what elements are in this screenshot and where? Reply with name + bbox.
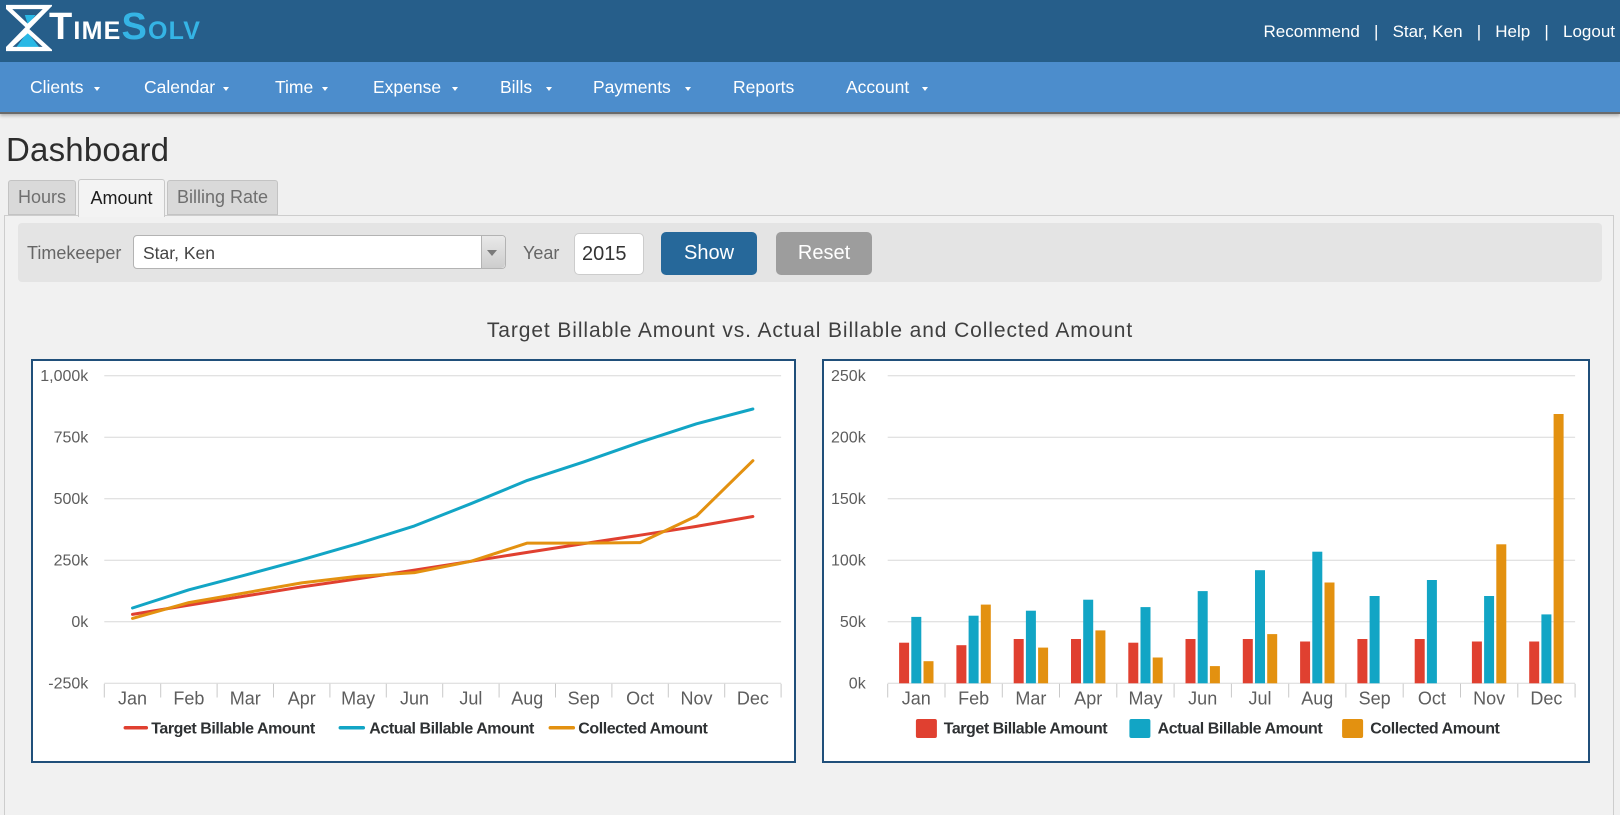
svg-text:Apr: Apr	[1074, 689, 1102, 709]
svg-text:250k: 250k	[831, 368, 867, 385]
svg-text:500k: 500k	[53, 491, 89, 508]
svg-text:0k: 0k	[71, 614, 89, 631]
svg-text:Target Billable Amount: Target Billable Amount	[944, 721, 1109, 738]
svg-text:Jul: Jul	[459, 689, 482, 709]
svg-text:-250k: -250k	[48, 676, 89, 693]
svg-text:Jun: Jun	[400, 689, 429, 709]
svg-text:Apr: Apr	[287, 689, 315, 709]
svg-text:Jul: Jul	[1249, 689, 1272, 709]
svg-text:Jan: Jan	[902, 689, 931, 709]
svg-text:50k: 50k	[840, 614, 867, 631]
svg-text:Actual Billable Amount: Actual Billable Amount	[369, 721, 535, 738]
svg-text:Actual Billable Amount: Actual Billable Amount	[1158, 721, 1324, 738]
svg-text:Feb: Feb	[958, 689, 989, 709]
svg-text:Nov: Nov	[680, 689, 712, 709]
svg-text:1,000k: 1,000k	[40, 368, 89, 385]
svg-text:Mar: Mar	[1016, 689, 1047, 709]
svg-text:0k: 0k	[849, 676, 867, 693]
svg-text:Jan: Jan	[118, 689, 147, 709]
svg-text:Aug: Aug	[1302, 689, 1334, 709]
svg-text:May: May	[1129, 689, 1163, 709]
svg-text:Collected Amount: Collected Amount	[578, 721, 708, 738]
svg-text:750k: 750k	[53, 430, 89, 447]
svg-text:Sep: Sep	[567, 689, 599, 709]
svg-text:Nov: Nov	[1473, 689, 1505, 709]
svg-text:150k: 150k	[831, 491, 867, 508]
svg-text:200k: 200k	[831, 430, 867, 447]
svg-text:Jun: Jun	[1188, 689, 1217, 709]
svg-text:250k: 250k	[53, 553, 89, 570]
svg-text:Sep: Sep	[1359, 689, 1391, 709]
svg-text:Feb: Feb	[173, 689, 204, 709]
svg-text:Oct: Oct	[1418, 689, 1446, 709]
svg-text:Mar: Mar	[229, 689, 260, 709]
svg-text:Collected Amount: Collected Amount	[1371, 721, 1501, 738]
svg-text:Dec: Dec	[737, 689, 769, 709]
svg-text:May: May	[341, 689, 375, 709]
svg-text:Dec: Dec	[1531, 689, 1563, 709]
svg-text:Target Billable Amount: Target Billable Amount	[151, 721, 316, 738]
svg-text:Oct: Oct	[626, 689, 654, 709]
svg-text:Aug: Aug	[511, 689, 543, 709]
svg-text:100k: 100k	[831, 553, 867, 570]
